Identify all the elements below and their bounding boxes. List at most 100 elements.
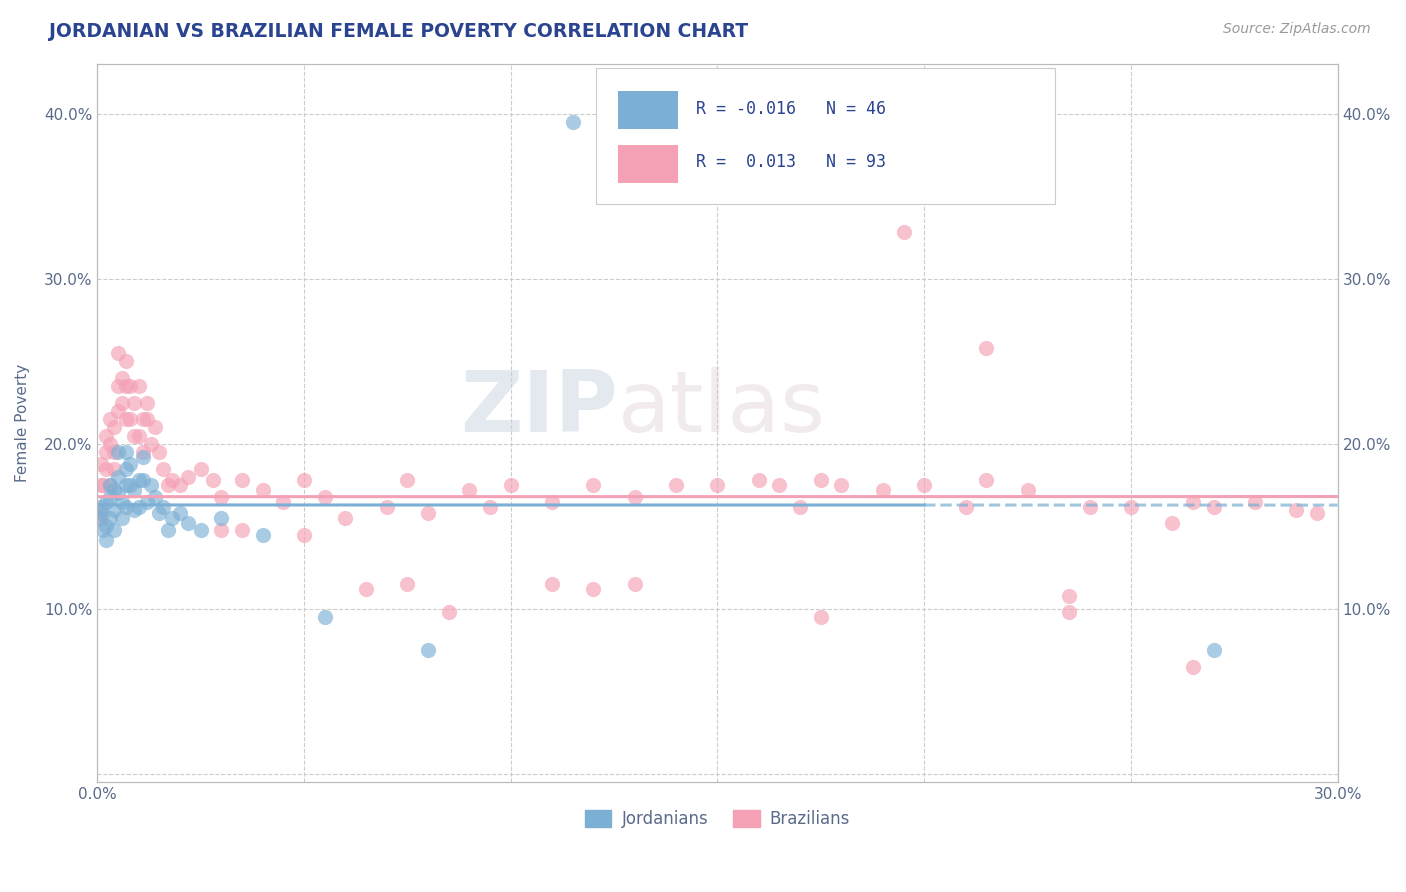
Point — [830, 478, 852, 492]
Point — [437, 605, 460, 619]
Text: R = -0.016   N = 46: R = -0.016 N = 46 — [696, 100, 886, 118]
Point — [120, 379, 142, 393]
Point — [156, 478, 179, 492]
Point — [94, 533, 117, 547]
Point — [148, 506, 170, 520]
Point — [1078, 500, 1101, 514]
Point — [107, 486, 129, 500]
Point — [103, 445, 125, 459]
Point — [1161, 516, 1184, 530]
Point — [90, 506, 112, 520]
Point — [292, 527, 315, 541]
Point — [98, 490, 121, 504]
Point — [152, 461, 174, 475]
Point — [458, 483, 481, 497]
Point — [152, 500, 174, 514]
Point — [90, 457, 112, 471]
Point — [396, 577, 419, 591]
Point — [98, 511, 121, 525]
Point — [314, 490, 336, 504]
Point — [231, 473, 253, 487]
Point — [231, 523, 253, 537]
Point — [541, 577, 564, 591]
Point — [974, 341, 997, 355]
Point — [209, 490, 232, 504]
Point — [115, 500, 138, 514]
Text: Source: ZipAtlas.com: Source: ZipAtlas.com — [1223, 22, 1371, 37]
Point — [124, 503, 146, 517]
Point — [98, 478, 121, 492]
Point — [665, 478, 688, 492]
Point — [177, 470, 200, 484]
Point — [132, 473, 155, 487]
Point — [396, 473, 419, 487]
Text: JORDANIAN VS BRAZILIAN FEMALE POVERTY CORRELATION CHART: JORDANIAN VS BRAZILIAN FEMALE POVERTY CO… — [49, 22, 748, 41]
Point — [115, 461, 138, 475]
Point — [120, 412, 142, 426]
Point — [561, 115, 583, 129]
Point — [1181, 494, 1204, 508]
Point — [132, 445, 155, 459]
Point — [582, 582, 605, 596]
Point — [111, 371, 134, 385]
Point — [202, 473, 225, 487]
Point — [1119, 500, 1142, 514]
Point — [93, 478, 115, 492]
Point — [124, 483, 146, 497]
Text: atlas: atlas — [619, 368, 827, 450]
Point — [115, 412, 138, 426]
Point — [582, 478, 605, 492]
Point — [98, 412, 121, 426]
Point — [120, 457, 142, 471]
Point — [103, 461, 125, 475]
Point — [107, 470, 129, 484]
Text: R =  0.013   N = 93: R = 0.013 N = 93 — [696, 153, 886, 171]
Point — [111, 511, 134, 525]
Point — [1306, 506, 1329, 520]
Point — [748, 473, 770, 487]
Point — [1202, 500, 1225, 514]
Point — [160, 511, 183, 525]
Point — [94, 428, 117, 442]
Point — [499, 478, 522, 492]
Point — [177, 516, 200, 530]
Point — [98, 437, 121, 451]
Point — [103, 523, 125, 537]
Point — [107, 404, 129, 418]
Point — [132, 412, 155, 426]
Point — [103, 420, 125, 434]
Point — [89, 503, 111, 517]
Point — [160, 473, 183, 487]
Point — [810, 610, 832, 624]
Point — [209, 511, 232, 525]
Point — [139, 437, 162, 451]
Point — [120, 478, 142, 492]
Text: ZIP: ZIP — [460, 368, 619, 450]
Point — [479, 500, 502, 514]
Point — [375, 500, 398, 514]
Point — [810, 473, 832, 487]
Point — [103, 503, 125, 517]
Point — [115, 354, 138, 368]
Point — [974, 473, 997, 487]
Point — [128, 473, 150, 487]
Point — [135, 412, 157, 426]
Point — [252, 483, 274, 497]
FancyBboxPatch shape — [619, 91, 678, 128]
Point — [107, 379, 129, 393]
Point — [1057, 605, 1080, 619]
Point — [912, 478, 935, 492]
Point — [416, 506, 439, 520]
Point — [103, 483, 125, 497]
Point — [190, 523, 212, 537]
Point — [115, 379, 138, 393]
Point — [209, 523, 232, 537]
Point — [128, 500, 150, 514]
Point — [115, 445, 138, 459]
Point — [107, 445, 129, 459]
Point — [335, 511, 357, 525]
Point — [541, 494, 564, 508]
Point — [98, 478, 121, 492]
Point — [132, 450, 155, 464]
Point — [156, 523, 179, 537]
